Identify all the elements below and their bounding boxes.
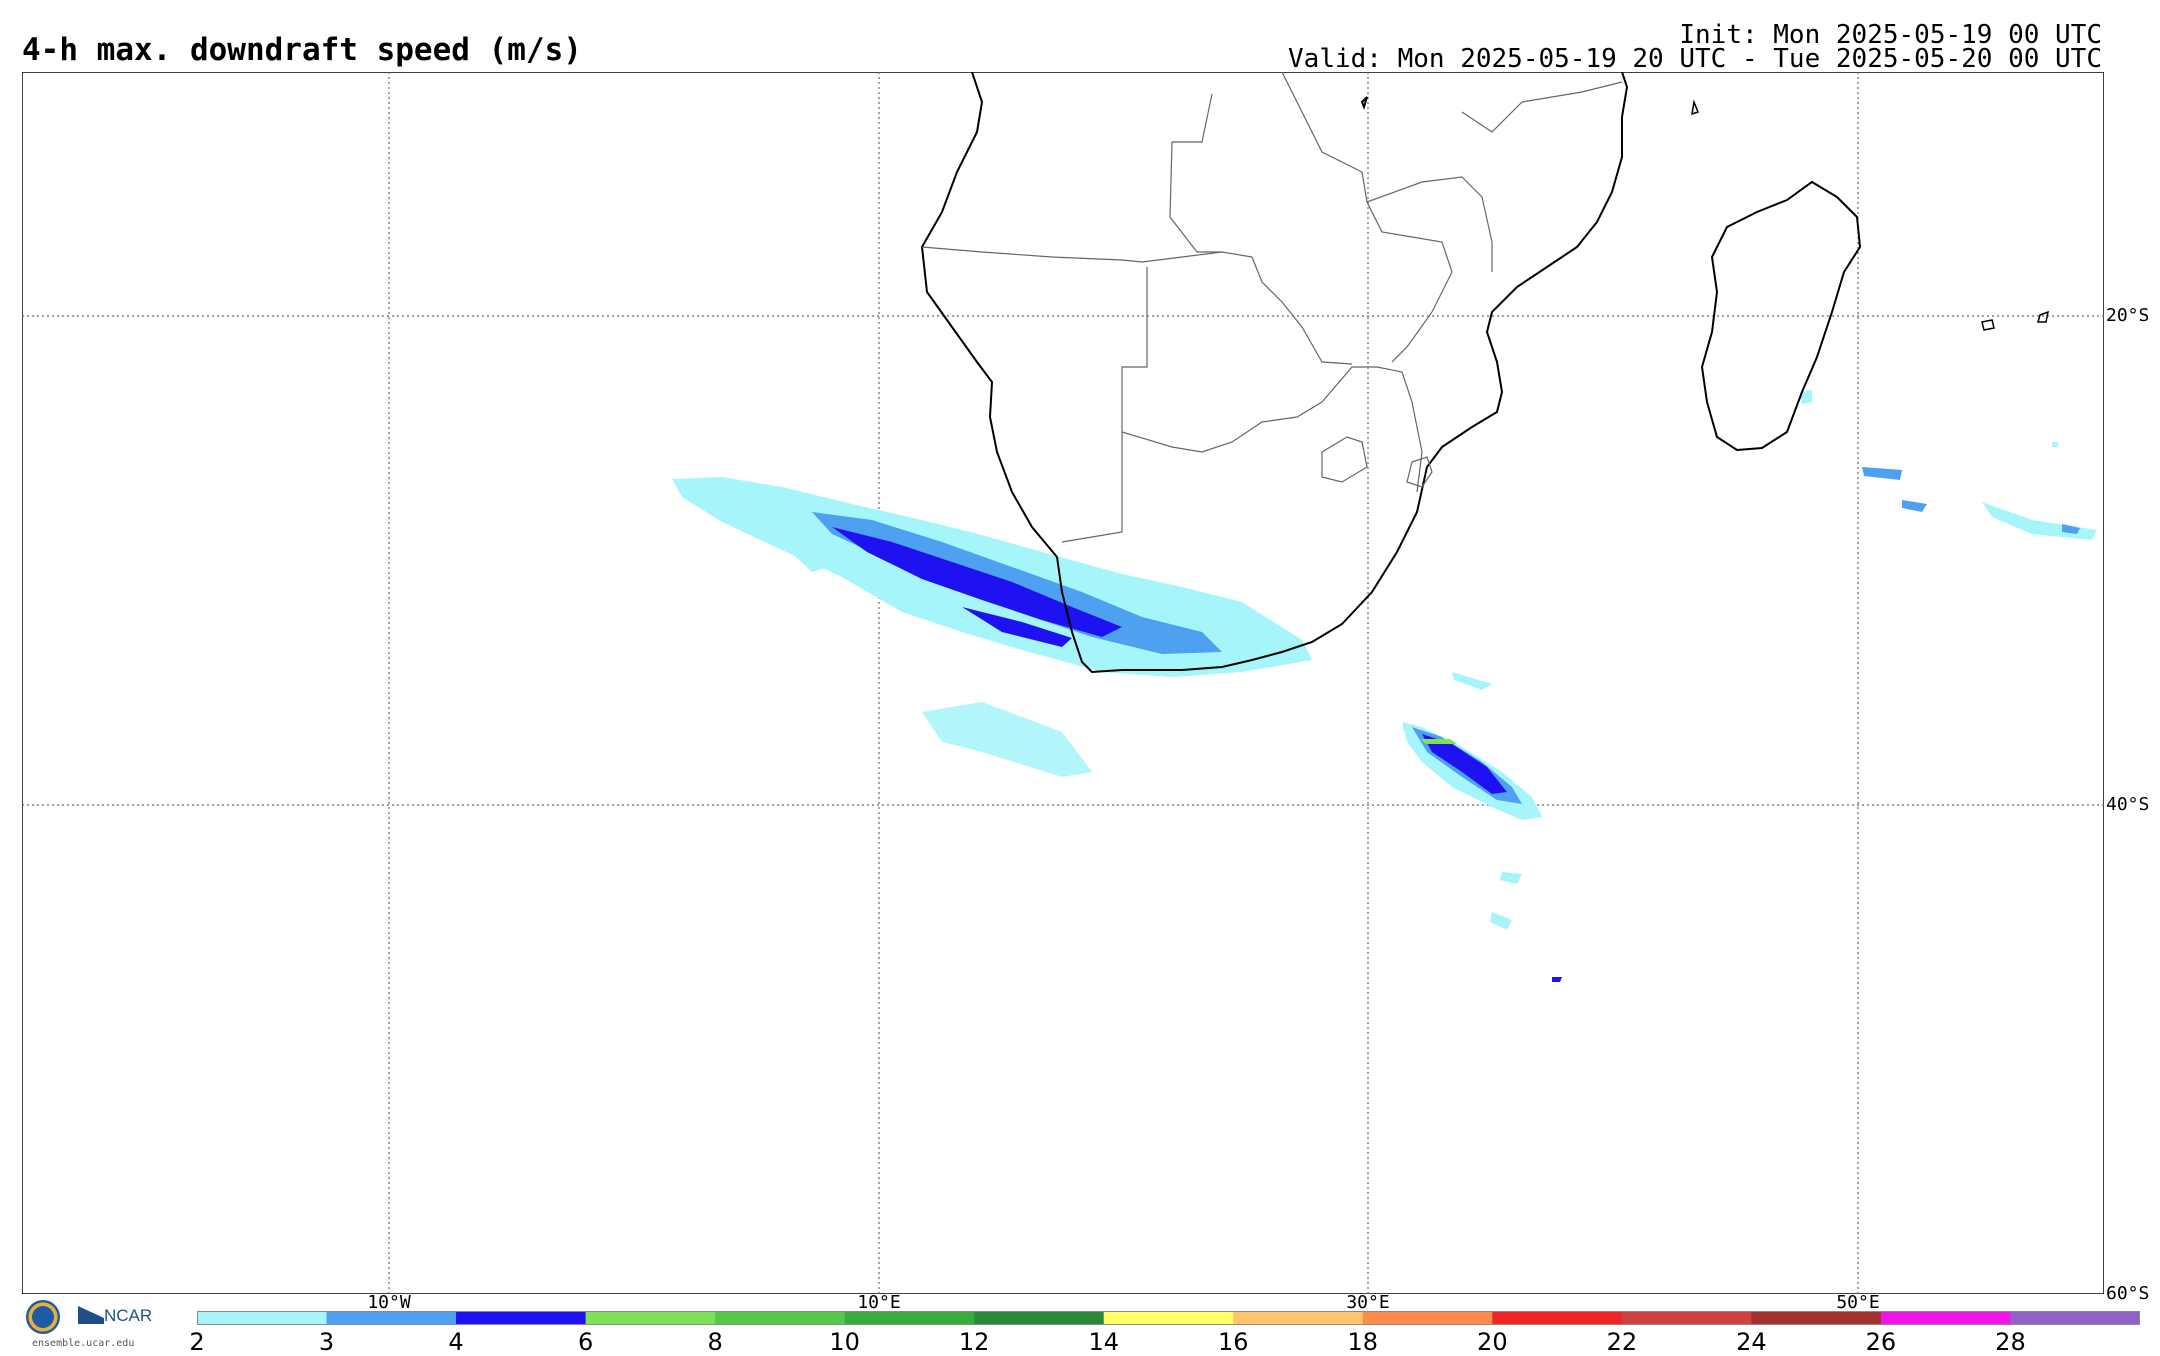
- colorbar-tick-label: 3: [318, 1328, 335, 1356]
- colorbar-tick-label: 28: [1995, 1328, 2026, 1356]
- colorbar-swatch: [1362, 1311, 1493, 1325]
- colorbar-swatch: [585, 1311, 716, 1325]
- ncar-logo: NCAR ensemble.ucar.edu: [22, 1298, 157, 1354]
- lon-label-10e: 10°E: [857, 1292, 901, 1313]
- colorbar-tick-label: 8: [707, 1328, 723, 1356]
- colorbar-swatch: [1621, 1311, 1752, 1325]
- colorbar-swatch: [2010, 1311, 2140, 1325]
- lon-label-30e: 30°E: [1346, 1292, 1390, 1313]
- madagascar-coast: [1700, 180, 1862, 452]
- downdraft-field: [672, 390, 2097, 982]
- colorbar-swatch: [456, 1311, 587, 1325]
- nsf-logo-icon: [26, 1300, 60, 1334]
- colorbar-swatch: [715, 1311, 846, 1325]
- lon-label-10w: 10°W: [367, 1292, 411, 1313]
- graticule: [22, 72, 2104, 1294]
- colorbar-tick-label: 18: [1347, 1328, 1379, 1356]
- ncar-logo-text: NCAR: [104, 1306, 153, 1325]
- colorbar-tick-label: 22: [1606, 1328, 1638, 1356]
- colorbar: [197, 1311, 2140, 1325]
- map-panel: [22, 72, 2104, 1294]
- coastlines: [920, 72, 2050, 674]
- colorbar-tick-label: 4: [448, 1328, 464, 1356]
- colorbar-swatch: [844, 1311, 975, 1325]
- colorbar-tick-label: 20: [1477, 1328, 1508, 1356]
- lat-label-40s: 40°S: [2106, 794, 2150, 815]
- colorbar-swatch: [1751, 1311, 1882, 1325]
- map-title: 4-h max. downdraft speed (m/s): [22, 32, 582, 68]
- colorbar-tick-label: 12: [958, 1328, 990, 1356]
- colorbar-tick-label: 2: [189, 1328, 205, 1356]
- colorbar-tick-label: 26: [1865, 1328, 1897, 1356]
- colorbar-tick-label: 6: [577, 1328, 594, 1356]
- colorbar-tick-label: 16: [1217, 1328, 1249, 1356]
- colorbar-swatch: [1880, 1311, 2011, 1325]
- colorbar-swatch: [1233, 1311, 1364, 1325]
- init-time: Init: Mon 2025-05-19 00 UTC: [1679, 20, 2102, 50]
- lon-label-50e: 50°E: [1836, 1292, 1880, 1313]
- colorbar-swatch: [326, 1311, 457, 1325]
- colorbar-tick-label: 14: [1088, 1328, 1119, 1356]
- colorbar-swatch: [1492, 1311, 1623, 1325]
- lat-label-60s: 60°S: [2106, 1283, 2150, 1304]
- colorbar-tick-label: 10: [829, 1328, 860, 1356]
- valid-time: Valid: Mon 2025-05-19 20 UTC - Tue 2025-…: [1288, 44, 2102, 74]
- africa-coast: [920, 72, 1629, 674]
- logo-url: ensemble.ucar.edu: [32, 1338, 135, 1349]
- colorbar-swatch: [197, 1311, 328, 1325]
- lat-label-20s: 20°S: [2106, 305, 2150, 326]
- ncar-mark-icon: [78, 1306, 104, 1324]
- country-borders: [921, 72, 1623, 543]
- colorbar-tick-label: 24: [1736, 1328, 1767, 1356]
- colorbar-swatch: [1103, 1311, 1234, 1325]
- colorbar-swatch: [974, 1311, 1105, 1325]
